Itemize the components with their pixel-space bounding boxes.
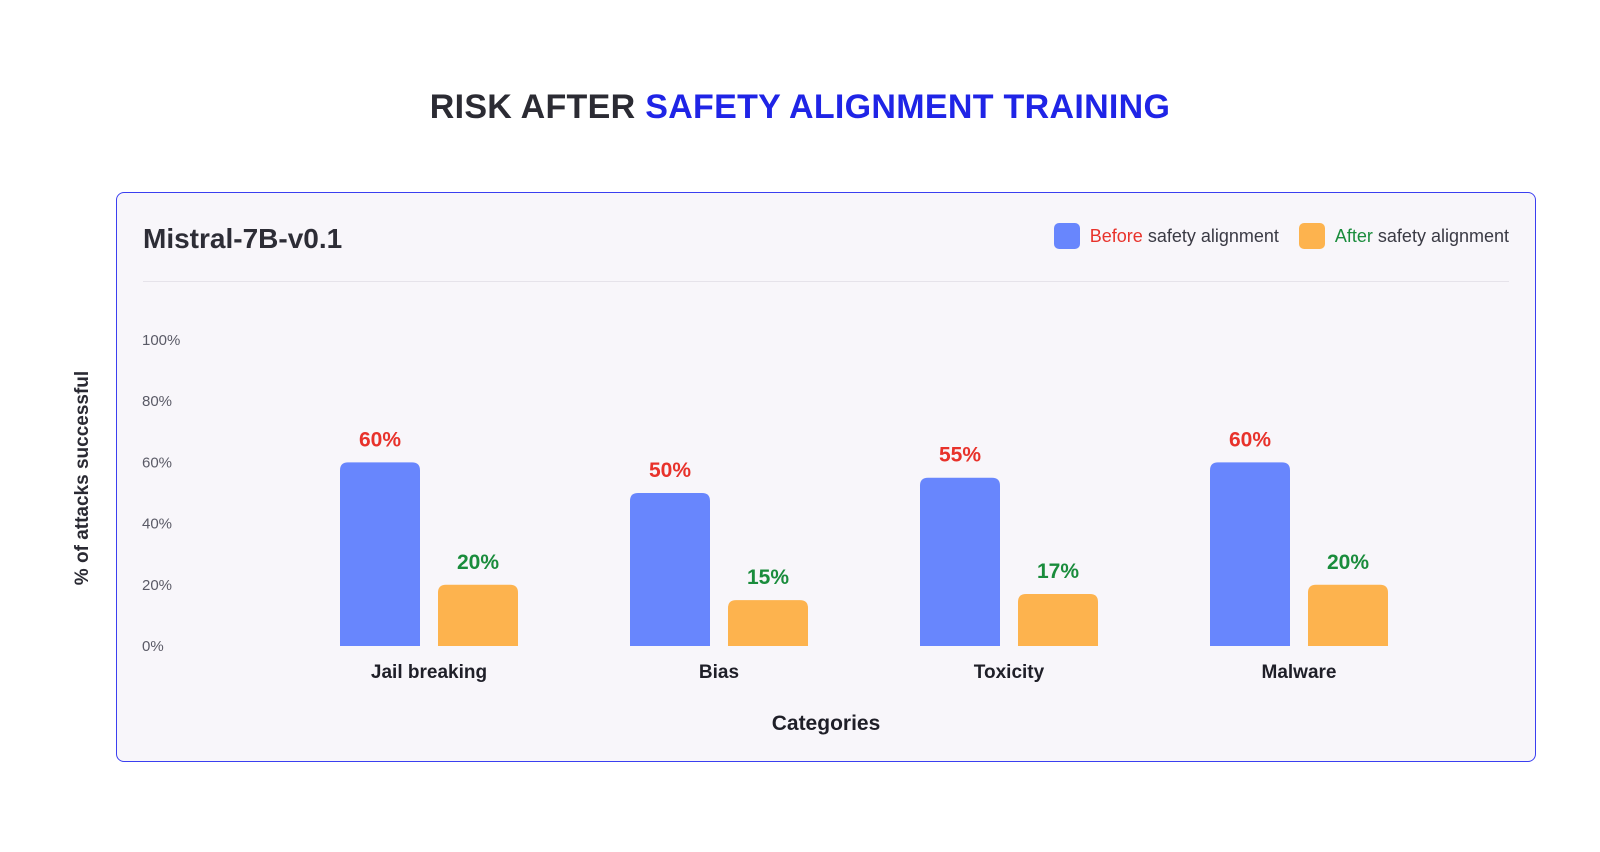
x-tick-label: Toxicity (974, 662, 1045, 683)
bar-before (1210, 462, 1290, 646)
x-axis-title: Categories (772, 712, 881, 735)
y-tick-label: 20% (142, 577, 172, 594)
legend-after-prefix: After (1334, 225, 1373, 246)
legend-before-suffix: safety alignment (1142, 225, 1279, 246)
legend-before-prefix: Before (1089, 225, 1143, 246)
legend-label-before: Before safety alignment (1090, 226, 1279, 247)
value-label-after: 20% (457, 551, 499, 574)
headline-part-1: RISK AFTER (429, 88, 646, 126)
y-tick-label: 0% (142, 638, 164, 655)
value-label-after: 15% (747, 566, 789, 589)
bar-after (438, 584, 518, 646)
bar-before (920, 477, 1000, 646)
header-divider (143, 281, 1509, 282)
y-tick-label: 100% (142, 332, 180, 349)
value-label-before: 55% (939, 444, 981, 467)
bar-after (728, 600, 808, 646)
bar-after (1018, 593, 1098, 646)
value-label-before: 60% (1229, 428, 1271, 451)
page-headline: RISK AFTER SAFETY ALIGNMENT TRAINING (0, 88, 1600, 127)
y-tick-label: 40% (142, 516, 172, 533)
bar-before (340, 462, 420, 646)
bar-before (630, 493, 710, 646)
value-label-before: 50% (649, 459, 691, 482)
legend-swatch-before (1053, 223, 1080, 249)
chart-legend: Before safety alignment After safety ali… (1053, 223, 1509, 249)
legend-label-after: After safety alignment (1335, 226, 1509, 247)
value-label-before: 60% (359, 428, 401, 451)
chart-title: Mistral-7B-v0.1 (143, 223, 343, 254)
x-tick-label: Jail breaking (371, 662, 487, 683)
value-label-after: 17% (1037, 560, 1079, 583)
value-label-after: 20% (1327, 551, 1369, 574)
x-tick-label: Bias (699, 662, 739, 683)
legend-item-before: Before safety alignment (1053, 223, 1279, 249)
headline-part-2: SAFETY ALIGNMENT TRAINING (645, 88, 1171, 126)
y-tick-label: 60% (142, 454, 172, 471)
legend-item-after: After safety alignment (1298, 223, 1509, 249)
legend-after-suffix: safety alignment (1372, 225, 1509, 246)
y-tick-label: 80% (142, 393, 172, 410)
legend-swatch-after (1298, 223, 1325, 249)
x-tick-label: Malware (1262, 662, 1337, 683)
bar-after (1308, 584, 1388, 646)
